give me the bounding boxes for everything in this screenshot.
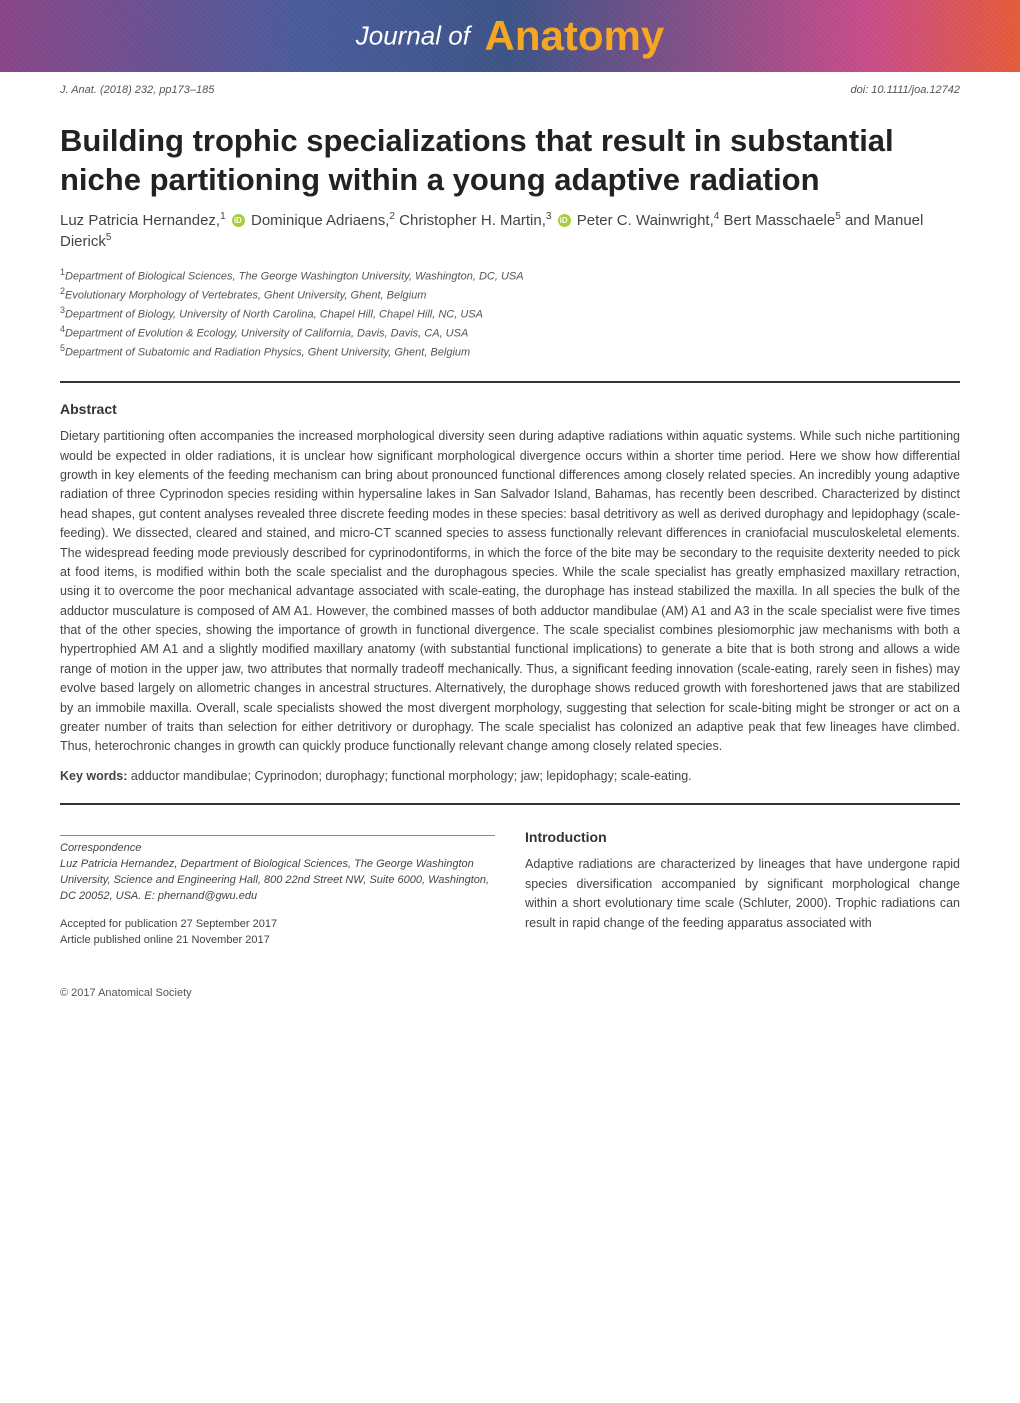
banner-anatomy: Anatomy [485,12,665,59]
abstract-body: Dietary partitioning often accompanies t… [60,427,960,756]
affiliations-block: 1Department of Biological Sciences, The … [60,266,960,362]
author: Dominique Adriaens,2 [251,212,395,229]
meta-row: J. Anat. (2018) 232, pp173–185 doi: 10.1… [0,72,1020,104]
affiliation: 5Department of Subatomic and Radiation P… [60,342,960,361]
orcid-icon [232,214,245,227]
accepted-line: Accepted for publication 27 September 20… [60,918,277,930]
keywords-label: Key words: [60,769,127,783]
correspondence-heading: Correspondence [60,835,495,854]
affiliation: 4Department of Evolution & Ecology, Univ… [60,323,960,342]
author: Peter C. Wainwright,4 [577,212,720,229]
keywords-text: adductor mandibulae; Cyprinodon; duropha… [127,769,691,783]
divider [60,381,960,383]
banner-title: Journal of Anatomy [356,12,664,60]
affiliation: 2Evolutionary Morphology of Vertebrates,… [60,285,960,304]
journal-banner: Journal of Anatomy [0,0,1020,72]
accepted-text: Accepted for publication 27 September 20… [60,917,495,949]
introduction-heading: Introduction [525,829,960,845]
authors-block: Luz Patricia Hernandez,1 Dominique Adria… [60,210,960,252]
author: Luz Patricia Hernandez,1 [60,212,226,229]
left-column: Correspondence Luz Patricia Hernandez, D… [60,829,495,949]
author: Bert Masschaele5 [724,212,841,229]
correspondence-text: Luz Patricia Hernandez, Department of Bi… [60,857,495,905]
footer: © 2017 Anatomical Society [0,979,1020,1019]
affiliation: 3Department of Biology, University of No… [60,304,960,323]
banner-journal-of: Journal of [356,21,470,51]
article-content: Building trophic specializations that re… [0,104,1020,979]
abstract-heading: Abstract [60,401,960,417]
doi-text: doi: 10.1111/joa.12742 [851,84,960,96]
divider [60,803,960,805]
keywords-block: Key words: adductor mandibulae; Cyprinod… [60,767,960,786]
article-title: Building trophic specializations that re… [60,122,960,200]
two-column-section: Correspondence Luz Patricia Hernandez, D… [60,829,960,949]
affiliation: 1Department of Biological Sciences, The … [60,266,960,285]
copyright-text: © 2017 Anatomical Society [60,987,192,999]
introduction-text: Adaptive radiations are characterized by… [525,855,960,933]
author: Christopher H. Martin,3 [399,212,551,229]
right-column: Introduction Adaptive radiations are cha… [525,829,960,949]
published-line: Article published online 21 November 201… [60,934,270,946]
orcid-icon [558,214,571,227]
citation-text: J. Anat. (2018) 232, pp173–185 [60,84,214,96]
